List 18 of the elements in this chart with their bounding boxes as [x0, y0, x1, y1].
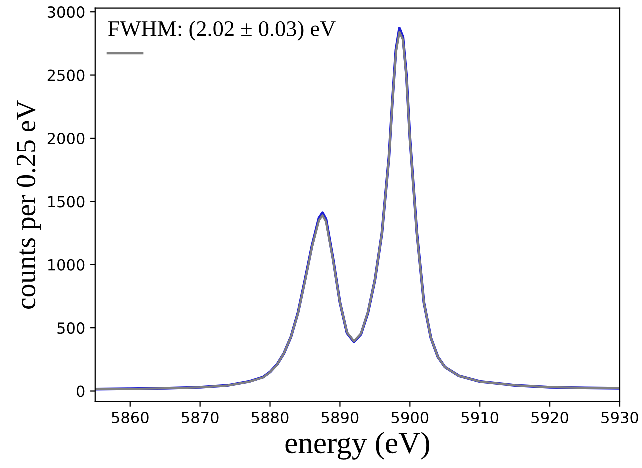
- y-tick-label: 3000: [48, 6, 85, 18]
- y-tick-label: 500: [58, 322, 85, 334]
- x-tick-label: 5880: [252, 412, 289, 424]
- text: FWHM: (2.02 ± 0.03) eV: [108, 20, 336, 41]
- y-tick-label: 1500: [48, 196, 85, 208]
- x-tick-label: 5900: [392, 412, 429, 424]
- x-tick-label: 5870: [182, 412, 219, 424]
- x-tick-label: 5860: [112, 412, 149, 424]
- y-tick-label: 1000: [48, 259, 85, 271]
- x-tick-label: 5920: [532, 412, 568, 424]
- y-tick-label: 0: [76, 386, 85, 398]
- y-tick-label: 2000: [48, 132, 85, 144]
- x-axis-title: energy (eV): [286, 432, 430, 460]
- x-tick-label: 5910: [462, 412, 499, 424]
- y-tick-label: 2500: [48, 70, 85, 82]
- x-tick-label: 5930: [602, 412, 638, 424]
- y-axis-title: counts per 0.25 eV: [16, 100, 42, 310]
- x-tick-label: 5890: [322, 412, 359, 424]
